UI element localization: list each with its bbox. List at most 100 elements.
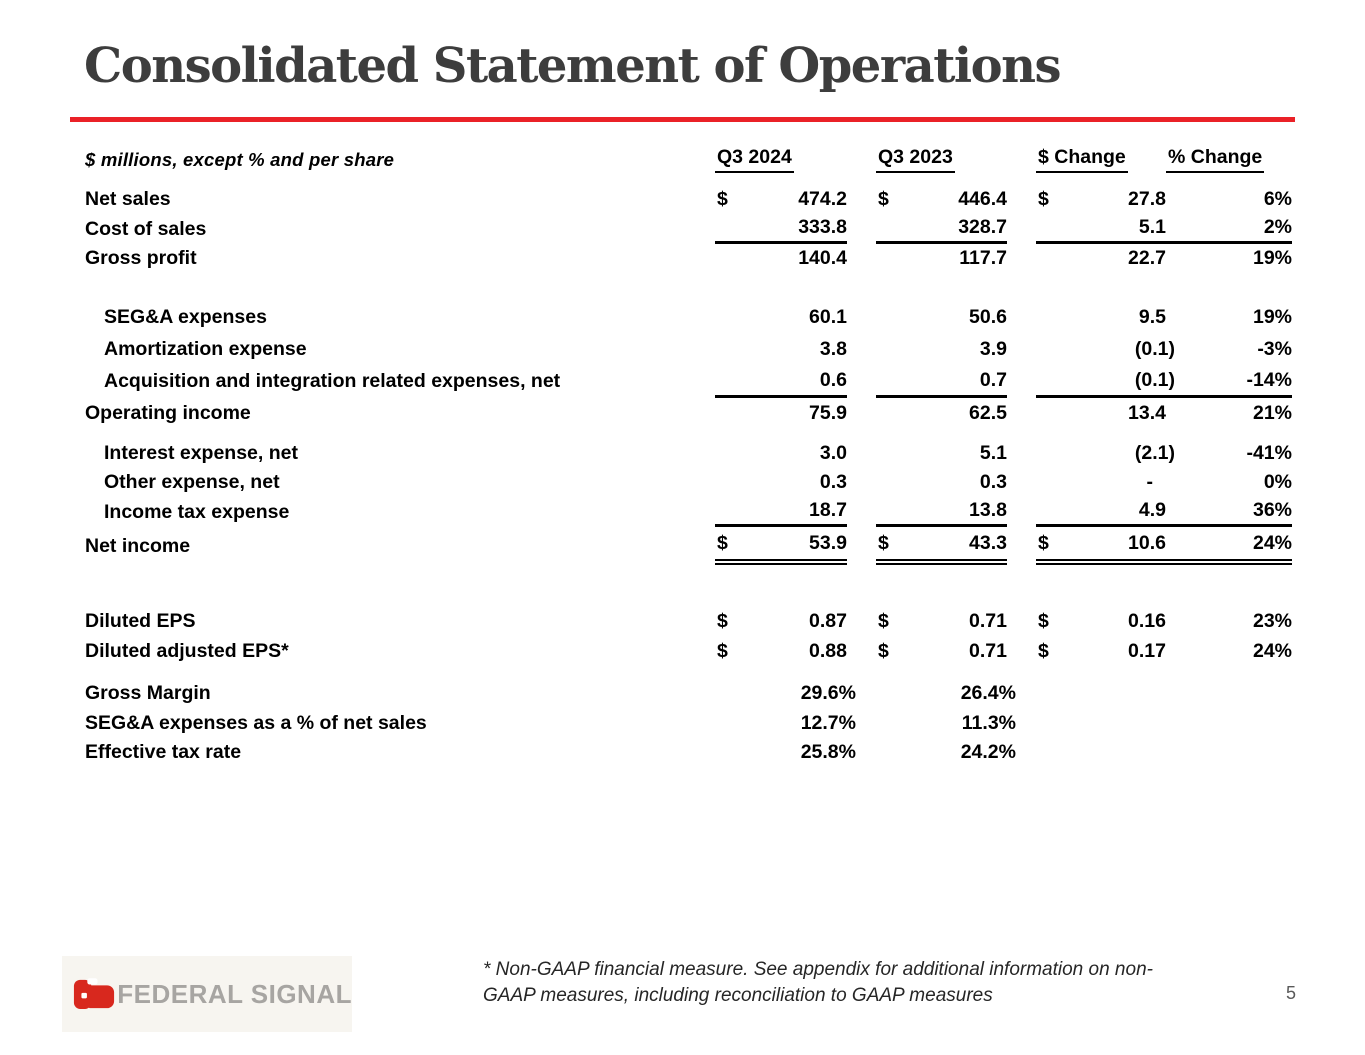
title-accent-rule <box>70 117 1295 122</box>
value-cell: 4.9 <box>1072 498 1166 527</box>
row-label: Diluted adjusted EPS* <box>85 639 289 662</box>
value-cell: 60.1 <box>809 306 847 328</box>
footnote-line1: * Non-GAAP financial measure. See append… <box>483 959 1153 980</box>
value-cell: 53.9 <box>751 527 847 565</box>
pct-cell: 24% <box>1166 527 1292 565</box>
table-row: Gross Margin 29.6% 26.4% <box>85 679 1292 709</box>
value-cell: 13.8 <box>912 498 1007 527</box>
brand-wordmark: FEDERAL SIGNAL <box>117 978 352 1009</box>
value-cell: (2.1) <box>1134 441 1175 464</box>
table-row: Amortization expense 3.8 3.9 (0.1) -3% <box>85 334 1292 366</box>
dollar-sign: $ <box>878 610 889 633</box>
value-cell: 117.7 <box>959 247 1007 270</box>
table-row: SEG&A expenses 60.1 50.6 9.5 19% <box>85 302 1292 334</box>
pct-cell: 19% <box>1252 247 1292 270</box>
pct-cell: -3% <box>1257 338 1292 360</box>
table-row: Effective tax rate 25.8% 24.2% <box>85 738 1292 768</box>
value-cell: 0.7 <box>912 366 1007 398</box>
fs-monogram-icon <box>73 978 115 1009</box>
dollar-sign: $ <box>717 610 728 633</box>
value-cell: 22.7 <box>1128 247 1166 270</box>
value-cell: 27.8 <box>1128 188 1166 211</box>
column-header-dollar-change: $ Change <box>1036 146 1166 173</box>
value-cell: 328.7 <box>912 215 1007 244</box>
pct-cell: 19% <box>1252 306 1292 328</box>
value-cell: 18.7 <box>751 498 847 527</box>
row-label: Effective tax rate <box>85 741 242 764</box>
table-row: Diluted EPS $ 0.87 $ 0.71 $ 0.16 23% <box>85 607 1292 637</box>
value-cell: 50.6 <box>969 306 1007 328</box>
table-row: Net sales $ 474.2 $ 446.4 $ 27.8 6% <box>85 185 1292 215</box>
value-cell: 0.6 <box>751 366 847 398</box>
value-cell: 0.16 <box>1128 610 1166 633</box>
pct-cell: 36% <box>1166 498 1292 527</box>
dollar-sign: $ <box>1038 639 1049 662</box>
pct-cell: 21% <box>1252 402 1292 424</box>
row-label: Gross Margin <box>85 682 211 705</box>
value-cell: 0.3 <box>819 471 847 494</box>
value-cell: 3.0 <box>819 441 847 464</box>
table-row: Income tax expense 18.7 13.8 4.9 36% <box>85 498 1292 527</box>
row-label: Amortization expense <box>104 338 307 360</box>
value-cell: 62.5 <box>969 402 1007 424</box>
table-row: Diluted adjusted EPS* $ 0.88 $ 0.71 $ 0.… <box>85 637 1292 667</box>
dollar-sign: $ <box>1038 188 1049 211</box>
value-cell: 0.87 <box>809 610 847 633</box>
dollar-sign: $ <box>715 527 751 565</box>
pct-cell: 2% <box>1166 215 1292 244</box>
value-cell: 10.6 <box>1072 527 1166 565</box>
row-label: Diluted EPS <box>85 610 196 633</box>
table-row: Net income $ 53.9 $ 43.3 $ 10.6 24% <box>85 527 1292 565</box>
column-header-q3-2024: Q3 2024 <box>715 146 847 173</box>
value-cell: 24.2% <box>960 741 1016 764</box>
value-cell: 12.7% <box>800 711 856 734</box>
financial-table: $ millions, except % and per share Q3 20… <box>85 146 1292 768</box>
table-row: Gross profit 140.4 117.7 22.7 19% <box>85 244 1292 274</box>
row-label: Cost of sales <box>85 217 207 240</box>
pct-cell: 0% <box>1263 471 1292 494</box>
table-row: Operating income 75.9 62.5 13.4 21% <box>85 398 1292 430</box>
dollar-sign: $ <box>876 527 912 565</box>
row-label: Operating income <box>85 402 251 424</box>
row-label: Acquisition and integration related expe… <box>104 370 561 392</box>
row-label: SEG&A expenses as a % of net sales <box>85 711 427 734</box>
footnote: * Non-GAAP financial measure. See append… <box>483 957 1183 1008</box>
page-number: 5 <box>1285 983 1296 1003</box>
column-header-q3-2023: Q3 2023 <box>876 146 1007 173</box>
value-cell: - <box>1146 471 1154 494</box>
value-cell: 0.71 <box>969 639 1007 662</box>
page-title: Consolidated Statement of Operations <box>84 38 1062 94</box>
value-cell: 3.8 <box>819 338 847 360</box>
pct-cell: -14% <box>1166 366 1292 398</box>
dollar-sign: $ <box>717 639 728 662</box>
value-cell: 25.8% <box>800 741 856 764</box>
row-label: Interest expense, net <box>104 441 298 464</box>
table-row: Cost of sales 333.8 328.7 5.1 2% <box>85 215 1292 244</box>
dollar-sign: $ <box>717 188 728 211</box>
value-cell: 29.6% <box>800 682 856 705</box>
table-header-row: $ millions, except % and per share Q3 20… <box>85 146 1292 173</box>
row-label: SEG&A expenses <box>104 306 267 328</box>
units-note: $ millions, except % and per share <box>85 148 395 170</box>
dollar-sign: $ <box>878 188 889 211</box>
value-cell: 43.3 <box>912 527 1007 565</box>
value-cell: 0.3 <box>979 471 1007 494</box>
value-cell: 0.71 <box>969 610 1007 633</box>
value-cell: 11.3% <box>961 711 1016 734</box>
value-cell: 9.5 <box>1138 306 1166 328</box>
value-cell: 0.88 <box>809 639 847 662</box>
row-label: Income tax expense <box>104 500 290 523</box>
dollar-sign: $ <box>1038 610 1049 633</box>
row-label: Net sales <box>85 188 171 211</box>
value-cell: 13.4 <box>1128 402 1166 424</box>
row-label: Net income <box>85 534 191 557</box>
pct-cell: 23% <box>1252 610 1292 633</box>
value-cell: 140.4 <box>798 247 847 270</box>
value-cell: 333.8 <box>751 215 847 244</box>
row-label: Other expense, net <box>104 471 280 494</box>
value-cell: 3.9 <box>979 338 1007 360</box>
value-cell: 0.17 <box>1128 639 1166 662</box>
pct-cell: -41% <box>1246 441 1292 464</box>
dollar-sign: $ <box>1036 527 1072 565</box>
